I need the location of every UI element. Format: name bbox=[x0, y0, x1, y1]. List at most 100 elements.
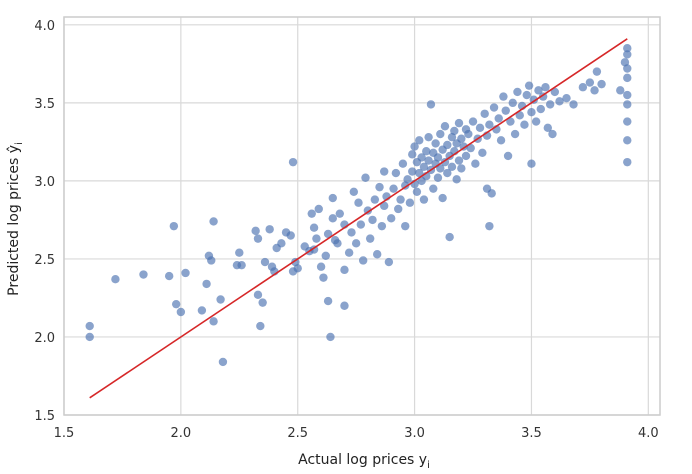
data-point bbox=[454, 156, 464, 165]
y-tick-label: 4.0 bbox=[34, 19, 55, 34]
data-point bbox=[550, 87, 560, 97]
data-point bbox=[370, 195, 380, 204]
data-point bbox=[531, 117, 541, 126]
data-point bbox=[429, 184, 438, 193]
data-point bbox=[522, 90, 531, 100]
data-point bbox=[256, 321, 265, 331]
data-point bbox=[494, 114, 503, 123]
data-point bbox=[475, 123, 485, 133]
data-point bbox=[335, 209, 344, 218]
data-point bbox=[468, 117, 478, 126]
data-point bbox=[590, 86, 599, 95]
data-point bbox=[466, 143, 475, 153]
x-axis-label-text: Actual log prices y bbox=[298, 452, 427, 468]
data-point bbox=[401, 221, 410, 231]
data-point bbox=[443, 168, 452, 178]
data-point bbox=[417, 153, 426, 162]
data-point bbox=[623, 100, 632, 109]
reference-line bbox=[89, 38, 628, 399]
data-point bbox=[524, 81, 534, 90]
data-point bbox=[623, 90, 632, 100]
data-point bbox=[623, 73, 632, 83]
data-point bbox=[527, 108, 536, 117]
data-point bbox=[389, 184, 398, 193]
data-point bbox=[380, 167, 389, 176]
data-point bbox=[408, 150, 417, 159]
x-tick-label: 2.0 bbox=[171, 426, 192, 441]
data-point bbox=[412, 187, 422, 197]
data-point bbox=[450, 126, 459, 136]
data-point bbox=[328, 193, 337, 203]
data-point bbox=[510, 129, 520, 139]
data-point bbox=[513, 87, 522, 97]
data-point bbox=[419, 195, 429, 204]
y-axis-label-text: Predicted log prices ŷ bbox=[6, 145, 22, 296]
data-point bbox=[372, 250, 382, 259]
data-point bbox=[361, 173, 370, 182]
data-point bbox=[440, 122, 450, 131]
x-tick-labels: 1.5 2.0 2.5 3.0 3.5 4.0 bbox=[54, 426, 659, 441]
data-point bbox=[380, 201, 389, 211]
data-point bbox=[253, 234, 263, 243]
data-point bbox=[375, 182, 384, 192]
data-point bbox=[569, 100, 578, 109]
y-tick-label: 3.0 bbox=[34, 175, 55, 190]
data-point bbox=[534, 86, 543, 95]
data-point bbox=[431, 139, 440, 148]
data-point bbox=[562, 93, 571, 103]
data-point bbox=[471, 159, 480, 168]
data-point bbox=[503, 151, 513, 161]
data-point bbox=[176, 307, 186, 317]
data-point bbox=[485, 221, 494, 231]
data-point bbox=[506, 117, 515, 126]
data-point bbox=[286, 231, 295, 240]
y-tick-label: 2.0 bbox=[34, 331, 55, 346]
data-point bbox=[515, 111, 524, 120]
data-point bbox=[351, 239, 361, 248]
data-point bbox=[288, 157, 298, 167]
data-point bbox=[438, 193, 447, 203]
data-point bbox=[207, 256, 216, 265]
y-tick-label: 3.5 bbox=[34, 97, 55, 112]
data-point bbox=[85, 321, 94, 331]
data-point bbox=[265, 225, 274, 234]
data-point bbox=[391, 168, 401, 178]
data-point bbox=[457, 134, 466, 143]
data-point bbox=[415, 136, 424, 145]
data-point bbox=[356, 220, 366, 229]
data-point bbox=[419, 162, 429, 172]
data-point bbox=[415, 168, 424, 178]
data-point bbox=[111, 275, 120, 284]
data-point bbox=[260, 257, 270, 267]
data-point bbox=[499, 92, 508, 101]
data-point bbox=[347, 228, 356, 237]
data-point bbox=[349, 187, 359, 197]
data-point bbox=[384, 257, 394, 267]
y-axis-label-subscript: i bbox=[14, 142, 25, 145]
y-tick-labels: 1.5 2.0 2.5 3.0 3.5 4.0 bbox=[34, 19, 55, 424]
data-point bbox=[169, 221, 179, 231]
data-point bbox=[323, 229, 333, 239]
data-point bbox=[277, 239, 286, 248]
data-point bbox=[307, 209, 316, 218]
data-point bbox=[501, 106, 510, 115]
data-point bbox=[171, 299, 181, 309]
data-point bbox=[316, 262, 326, 271]
data-point bbox=[623, 117, 632, 126]
data-point bbox=[344, 248, 354, 257]
data-point bbox=[480, 109, 489, 118]
x-tick-label: 3.5 bbox=[521, 426, 542, 441]
data-point bbox=[321, 251, 330, 260]
data-point bbox=[489, 103, 499, 112]
data-point bbox=[485, 120, 494, 129]
data-point bbox=[314, 204, 323, 214]
data-point bbox=[487, 189, 496, 198]
data-point bbox=[181, 268, 190, 278]
data-point bbox=[527, 159, 536, 168]
x-axis-label: Actual log prices yi bbox=[298, 452, 430, 471]
data-point bbox=[398, 159, 408, 168]
data-point bbox=[387, 214, 396, 223]
y-tick-label: 1.5 bbox=[34, 409, 55, 424]
